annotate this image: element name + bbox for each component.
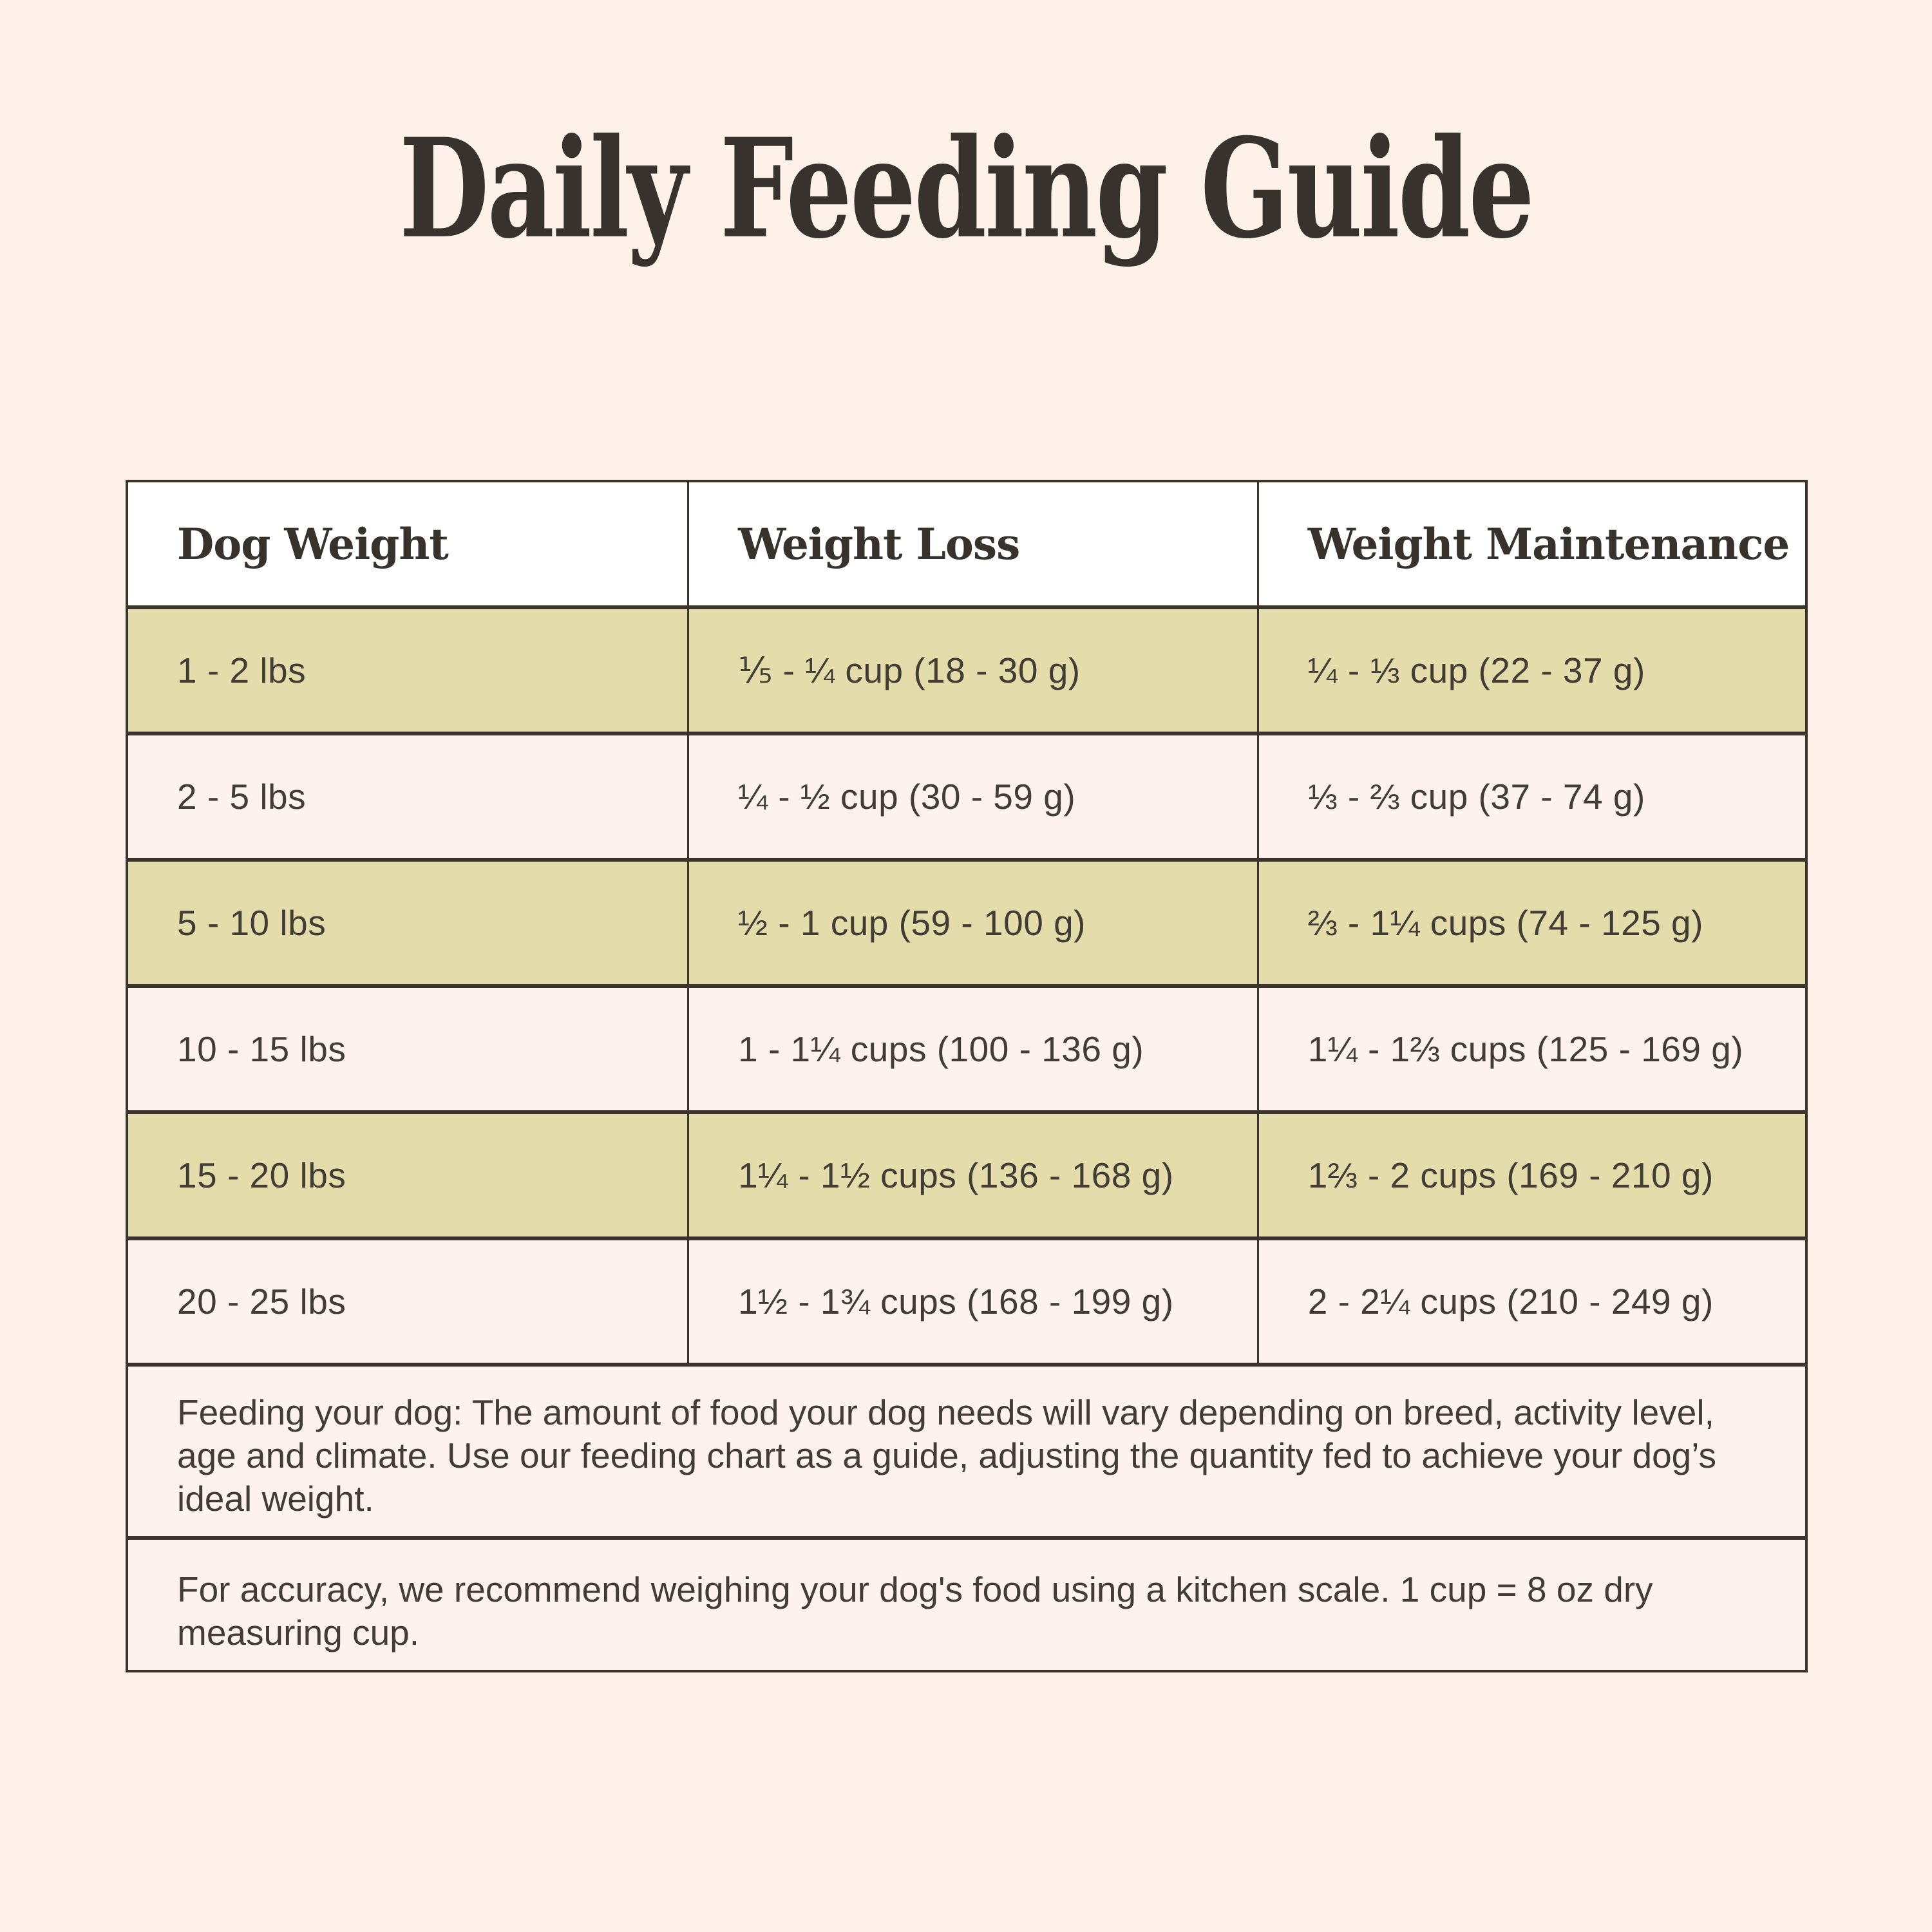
col-header-weight-loss: Weight Loss [687, 481, 1258, 607]
accuracy-note: For accuracy, we recommend weighing your… [127, 1538, 1806, 1671]
cell-weight-loss: ½ - 1 cup (59 - 100 g) [687, 860, 1258, 986]
cell-dog-weight: 1 - 2 lbs [177, 650, 307, 690]
cell-dog-weight: 15 - 20 lbs [177, 1155, 346, 1195]
table-row: 1 - 2 lbs ⅕ - ¼ cup (18 - 30 g) ¼ - ⅓ cu… [127, 607, 1806, 734]
cell-weight-maintenance: 2 - 2¼ cups (210 - 249 g) [1256, 1238, 1806, 1365]
cell-dog-weight: 5 - 10 lbs [177, 903, 327, 943]
cell-weight-maintenance: 1¼ - 1⅔ cups (125 - 169 g) [1256, 986, 1806, 1112]
table-row: 15 - 20 lbs 1¼ - 1½ cups (136 - 168 g) 1… [127, 1112, 1806, 1238]
table-row: 2 - 5 lbs ¼ - ½ cup (30 - 59 g) ⅓ - ⅔ cu… [127, 734, 1806, 860]
note-row: Feeding your dog: The amount of food you… [127, 1365, 1806, 1538]
page-title-text: Daily Feeding Guide [399, 108, 1535, 269]
cell-weight-loss: 1¼ - 1½ cups (136 - 168 g) [687, 1112, 1258, 1238]
header-row: Dog Weight Weight Loss Weight Maintenanc… [127, 481, 1806, 607]
table-row: 5 - 10 lbs ½ - 1 cup (59 - 100 g) ⅔ - 1¼… [127, 860, 1806, 986]
cell-dog-weight: 2 - 5 lbs [177, 777, 307, 817]
cell-dog-weight: 20 - 25 lbs [177, 1282, 346, 1321]
cell-weight-maintenance: 1⅔ - 2 cups (169 - 210 g) [1256, 1112, 1806, 1238]
cell-weight-maintenance: ¼ - ⅓ cup (22 - 37 g) [1256, 607, 1806, 734]
cell-weight-loss: 1 - 1¼ cups (100 - 136 g) [687, 986, 1258, 1112]
cell-weight-maintenance: ⅔ - 1¼ cups (74 - 125 g) [1256, 860, 1806, 986]
note-row: For accuracy, we recommend weighing your… [127, 1538, 1806, 1671]
col-header-dog-weight: Dog Weight [127, 481, 688, 607]
feeding-note: Feeding your dog: The amount of food you… [127, 1365, 1806, 1538]
cell-dog-weight: 10 - 15 lbs [177, 1029, 346, 1069]
table-row: 20 - 25 lbs 1½ - 1¾ cups (168 - 199 g) 2… [127, 1238, 1806, 1365]
cell-weight-loss: ¼ - ½ cup (30 - 59 g) [687, 734, 1258, 860]
col-header-weight-maintenance: Weight Maintenance [1256, 481, 1806, 607]
cell-weight-loss: ⅕ - ¼ cup (18 - 30 g) [687, 607, 1258, 734]
cell-weight-maintenance: ⅓ - ⅔ cup (37 - 74 g) [1256, 734, 1806, 860]
table-row: 10 - 15 lbs 1 - 1¼ cups (100 - 136 g) 1¼… [127, 986, 1806, 1112]
cell-weight-loss: 1½ - 1¾ cups (168 - 199 g) [687, 1238, 1258, 1365]
page-title: Daily Feeding Guide [0, 108, 1932, 269]
feeding-guide-table: Dog Weight Weight Loss Weight Maintenanc… [126, 480, 1808, 1672]
